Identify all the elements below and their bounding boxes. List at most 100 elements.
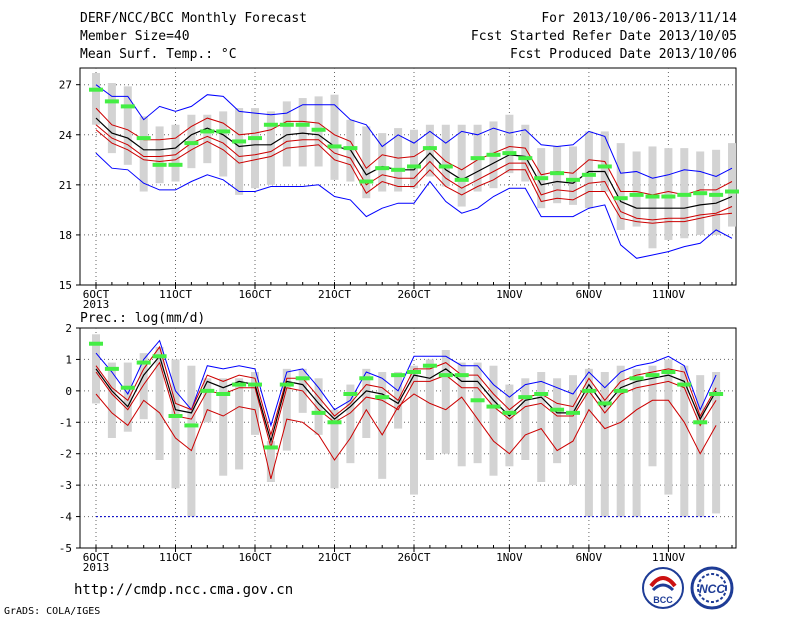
temp-median-mark — [89, 87, 103, 92]
prec-xtick-label: 6OCT — [83, 551, 110, 564]
prec-ensemble-box — [489, 365, 498, 476]
prec-median-mark — [661, 370, 676, 374]
prec-median-mark — [550, 407, 565, 412]
prec-ensemble-box — [155, 346, 164, 460]
temp-ensemble-box — [171, 124, 180, 182]
prec-median-mark — [470, 398, 485, 403]
temp-median-mark — [454, 177, 469, 182]
prec-ytick-label: -3 — [59, 479, 72, 492]
temp-ensemble-box — [378, 133, 387, 192]
prec-median-mark — [645, 373, 660, 378]
temp-ensemble-box — [123, 86, 132, 165]
temp-ensemble-box — [521, 124, 530, 182]
temp-lower-spread-line — [95, 129, 733, 224]
temp-xtick-label: 21OCT — [318, 288, 351, 301]
prec-ensemble-box — [569, 375, 577, 486]
member-size: Member Size=40 — [80, 29, 190, 44]
prec-ensemble-box — [330, 409, 339, 489]
temp-median-mark — [104, 99, 119, 104]
prec-ensemble-box — [282, 368, 291, 451]
prec-median-mark — [375, 395, 390, 400]
temp-ytick-label: 24 — [59, 129, 73, 142]
prec-median-mark — [343, 392, 358, 396]
temp-median-mark — [502, 151, 517, 156]
temp-median-mark — [629, 192, 644, 197]
prec-xtick-label: 1NOV — [496, 551, 523, 564]
prec-ensemble-box — [600, 372, 609, 517]
prec-ytick-label: -5 — [59, 542, 72, 555]
prec-median-mark — [518, 395, 533, 400]
temp-median-mark — [534, 176, 549, 181]
prec-median-mark — [232, 382, 247, 387]
prec-median-mark — [136, 360, 151, 365]
prec-ensemble-box — [696, 375, 705, 517]
temp-ensemble-box — [139, 116, 148, 192]
prec-lower-spread-line — [95, 393, 717, 480]
prec-xtick-label: 16OCT — [238, 551, 271, 564]
temp-median-mark — [375, 166, 390, 171]
ncc-logo: NCC — [690, 566, 734, 610]
temp-xtick-label: 26OCT — [397, 288, 430, 301]
temp-ensemble-box — [330, 94, 339, 180]
temp-median-mark — [359, 179, 374, 184]
prec-median-mark — [184, 423, 199, 428]
prec-ensemble-box — [203, 378, 212, 423]
prec-frame — [79, 327, 737, 549]
prec-median-mark — [327, 420, 342, 425]
temp-median-mark — [407, 164, 421, 169]
prec-median-mark — [693, 420, 708, 425]
temp-median-mark — [693, 191, 708, 196]
temp-ensemble-box — [155, 126, 164, 184]
prec-ytick-label: 0 — [65, 385, 72, 398]
temp-median-mark — [136, 136, 151, 141]
prec-median-mark — [89, 341, 103, 346]
temp-ensemble-box — [362, 126, 371, 199]
prec-xtick-label: 26OCT — [397, 551, 430, 564]
prec-median-mark — [248, 382, 262, 387]
prec-median-mark — [168, 414, 183, 418]
prec-ytick-label: -2 — [59, 448, 72, 461]
temp-min-line — [95, 152, 733, 259]
forecast-period: For 2013/10/06-2013/11/14 — [541, 11, 737, 26]
temp-ensemble-box — [298, 98, 307, 167]
temp-ensemble-box — [107, 83, 116, 154]
temp-ensemble-box — [616, 143, 625, 230]
prec-median-mark — [502, 410, 517, 415]
temp-xtick-label: 6OCT — [83, 288, 110, 301]
prec-ensemble-box — [664, 359, 673, 495]
temp-ytick-label: 18 — [59, 229, 72, 242]
temp-median-mark — [677, 192, 692, 197]
prec-mean-line — [95, 355, 717, 444]
prec-median-mark — [311, 410, 326, 415]
temp-ensemble-box — [92, 73, 100, 125]
prec-xtick-year: 2013 — [83, 561, 110, 574]
temp-median-mark — [566, 177, 580, 182]
prec-median-mark — [216, 392, 231, 396]
temp-median-mark — [550, 171, 565, 176]
temp-median-mark — [327, 144, 342, 149]
prec-upper-line — [95, 345, 717, 437]
temp-median-mark — [343, 146, 358, 151]
temp-median-mark — [168, 162, 183, 167]
prec-ensemble-box — [362, 368, 371, 438]
prec-median-mark — [152, 354, 167, 359]
prec-ensemble-box — [521, 378, 530, 460]
prec-median-mark — [629, 376, 644, 381]
temp-upper-line — [95, 107, 733, 196]
prec-median-mark — [104, 366, 119, 371]
temp-median-mark — [725, 189, 739, 194]
prec-ytick-label: 2 — [65, 322, 72, 335]
bcc-logo: BCC — [641, 566, 685, 610]
prec-ensemble-box — [219, 378, 228, 476]
temp-ensemble-box — [235, 108, 244, 195]
temp-median-mark — [263, 122, 278, 127]
temp-median-mark — [486, 152, 501, 157]
prec-median-mark — [263, 445, 278, 450]
prec-ensemble-box — [553, 378, 562, 464]
temp-median-mark — [661, 194, 676, 199]
prec-median-mark — [566, 410, 580, 415]
temp-median-mark — [518, 156, 533, 161]
prec-ensemble-box — [251, 372, 259, 435]
source-url[interactable]: http://cmdp.ncc.cma.gov.cn — [74, 582, 294, 598]
